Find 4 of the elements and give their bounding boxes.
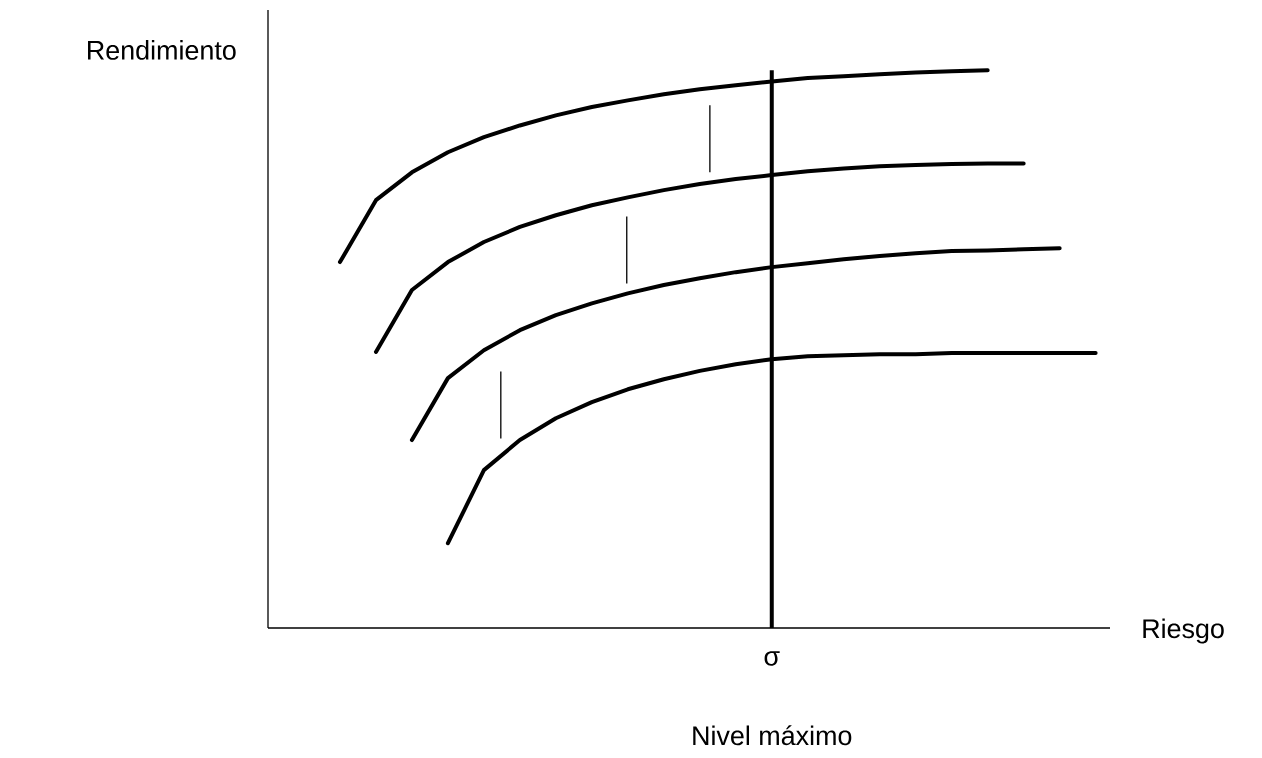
x-axis-title: Riesgo: [1143, 618, 1224, 644]
text: σ: [764, 651, 780, 666]
text: Nivel máximo: [693, 725, 852, 746]
y-axis-title: Rendimiento: [88, 40, 236, 60]
